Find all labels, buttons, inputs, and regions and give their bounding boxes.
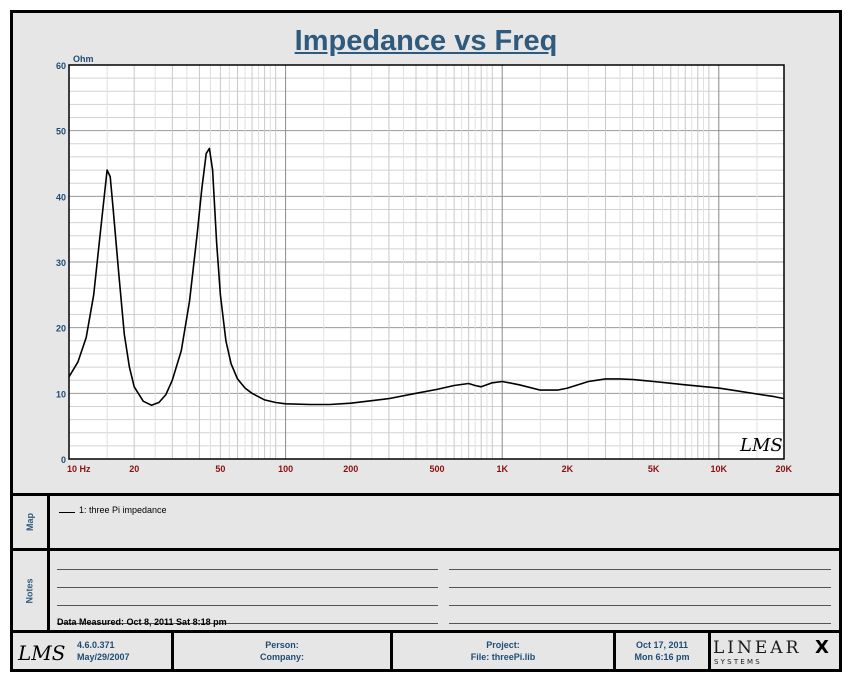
x-tick-label: 100 (278, 464, 293, 474)
note-line (449, 587, 831, 588)
linearx-logo-icon: LINEAR X S Y S T E M S (713, 637, 829, 666)
footer-cell-date: Oct 17, 2011 Mon 6:16 pm (616, 633, 711, 669)
series-line (68, 147, 785, 406)
x-tick-label: 10 Hz (67, 464, 91, 474)
note-line (57, 605, 438, 606)
y-tick-label: 30 (56, 258, 66, 268)
note-line (57, 623, 438, 624)
version-date: May/29/2007 (77, 652, 130, 662)
x-tick-label: 50 (215, 464, 225, 474)
x-tick-label: 2K (562, 464, 574, 474)
version-number: 4.6.0.371 (77, 640, 115, 650)
svg-text:LINEAR: LINEAR (713, 638, 801, 658)
separator (13, 493, 839, 496)
footer-time: Mon 6:16 pm (634, 652, 690, 662)
legend-line-swatch (59, 512, 75, 513)
footer-bar: LMS 4.6.0.371 May/29/2007 Person: Compan… (13, 633, 839, 669)
impedance-chart: 0 10 20 30 40 50 60 Ohm 10 Hz 20 50 100 200 500 1K 2K 5K… (56, 54, 793, 474)
y-tick-label: 60 (56, 61, 66, 71)
footer-cell-version (13, 633, 174, 669)
y-tick-label: 40 (56, 192, 66, 202)
lms-watermark: LMS (739, 435, 783, 456)
notes-section-label: Notes (13, 551, 50, 630)
plot-window: 0 10 20 30 40 50 60 Ohm 10 Hz 20 50 100 200 500 1K 2K 5K… (10, 10, 842, 672)
lms-logo-icon: LMS (17, 641, 65, 665)
footer-date: Oct 17, 2011 (635, 640, 689, 650)
x-tick-label: 10K (711, 464, 728, 474)
separator (13, 630, 839, 633)
chart-title: Impedance vs Freq (294, 25, 558, 57)
y-axis-label: Ohm (73, 54, 94, 64)
legend-entry: 1: three Pi impedance (79, 505, 167, 515)
svg-text:LMS: LMS (17, 641, 65, 665)
note-line (449, 569, 831, 570)
x-tick-label: 20K (775, 464, 792, 474)
version-info: 4.6.0.371 May/29/2007 (77, 639, 130, 663)
plot-border (68, 64, 785, 460)
company-label: Company: (259, 652, 304, 662)
person-label: Person: (265, 640, 299, 650)
separator (13, 548, 839, 551)
x-tick-label: 500 (429, 464, 444, 474)
footer-cell-person: Person: Company: (174, 633, 393, 669)
y-tick-label: 50 (56, 127, 66, 137)
note-line (57, 569, 438, 570)
note-line (449, 605, 831, 606)
file-label: File: threePi.lib (470, 652, 536, 662)
data-measured-text: Data Measured: Oct 8, 2011 Sat 8:18 pm (57, 617, 227, 627)
x-tick-label: 5K (648, 464, 660, 474)
y-tick-label: 20 (56, 324, 66, 334)
x-tick-label: 200 (343, 464, 358, 474)
footer-cell-project: Project: File: threePi.lib (393, 633, 616, 669)
x-tick-label: 20 (129, 464, 139, 474)
x-tick-label: 1K (496, 464, 508, 474)
y-tick-label: 10 (56, 389, 66, 399)
note-line (57, 587, 438, 588)
project-label: Project: (486, 640, 520, 650)
note-line (449, 623, 831, 624)
map-section-label: Map (13, 496, 50, 548)
svg-text:X: X (815, 637, 829, 658)
svg-text:S Y S T E M S: S Y S T E M S (714, 658, 760, 666)
y-tick-label: 0 (61, 455, 66, 465)
